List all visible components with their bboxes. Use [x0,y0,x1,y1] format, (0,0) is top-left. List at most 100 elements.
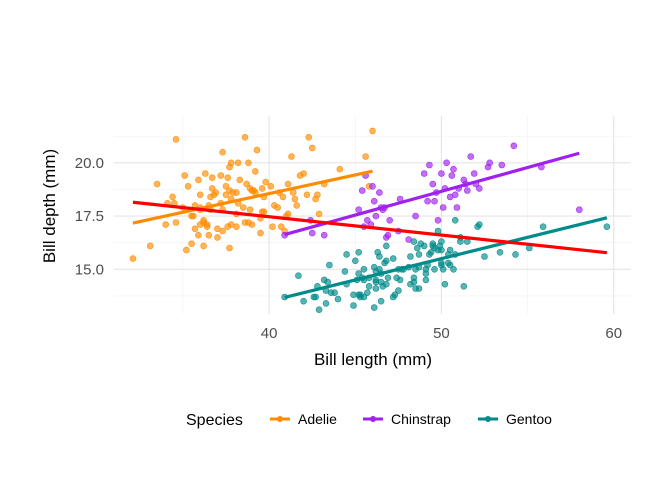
point-chinstrap [384,231,392,239]
point-adelie [205,231,213,239]
trend-line-adelie [132,169,373,225]
point-adelie [222,191,230,199]
legend-key-point-adelie [277,416,283,422]
point-gentoo [343,251,350,258]
point-adelie [308,144,316,152]
point-gentoo [446,246,454,254]
point-chinstrap [443,159,450,167]
point-gentoo [382,257,390,265]
point-adelie [183,246,190,254]
point-adelie [291,195,299,203]
point-gentoo [351,257,359,265]
point-gentoo [603,223,611,230]
point-gentoo [377,297,385,305]
point-chinstrap [429,180,437,188]
point-adelie [248,221,256,228]
point-adelie [153,180,161,188]
point-adelie [240,204,247,211]
point-gentoo [365,282,373,290]
point-adelie [224,174,231,181]
point-gentoo [431,265,438,273]
point-gentoo [439,265,447,273]
point-adelie [129,255,137,262]
point-adelie [227,159,235,167]
point-gentoo [410,274,418,282]
point-chinstrap [448,172,456,179]
point-chinstrap [431,197,438,205]
point-gentoo [350,302,357,309]
point-adelie [241,134,249,141]
point-adelie [196,191,204,199]
point-adelie [202,170,209,177]
point-adelie [252,168,259,175]
point-chinstrap [412,212,419,220]
point-adelie [274,204,282,211]
point-gentoo [363,289,371,297]
legend-label-gentoo: Gentoo [506,411,552,427]
x-tick-label: 40 [261,325,278,342]
point-adelie [208,185,216,192]
trend-line-gentoo [284,216,608,299]
point-chinstrap [434,217,442,224]
point-chinstrap [510,142,518,150]
point-adelie [262,178,270,186]
point-adelie [172,219,180,226]
point-gentoo [410,238,418,245]
point-chinstrap [355,206,363,213]
point-chinstrap [467,153,475,160]
point-gentoo [481,253,488,260]
y-axis-title: Bill depth (mm) [40,149,59,263]
point-gentoo [360,265,368,273]
point-adelie [315,210,323,218]
point-gentoo [382,280,390,288]
point-chinstrap [369,183,376,190]
point-adelie [169,193,176,201]
point-gentoo [441,280,449,288]
point-gentoo [295,272,302,280]
point-adelie [184,183,192,190]
point-adelie [233,189,240,196]
point-adelie [260,208,268,216]
point-chinstrap [386,217,394,224]
point-adelie [284,180,292,188]
point-adelie [314,191,321,199]
point-chinstrap [463,187,471,194]
point-gentoo [422,276,430,284]
point-gentoo [438,238,445,245]
point-gentoo [334,295,342,303]
point-adelie [300,170,307,177]
point-gentoo [427,249,435,256]
point-gentoo [372,285,380,292]
point-adelie [146,242,154,250]
y-tick-label: 20.0 [75,155,104,172]
point-gentoo [413,244,421,252]
point-gentoo [460,282,468,290]
point-adelie [289,189,297,196]
point-adelie [236,176,244,184]
point-gentoo [382,242,390,250]
point-adelie [305,134,313,141]
point-adelie [362,153,369,160]
point-gentoo [300,297,307,305]
point-gentoo [322,300,330,307]
point-gentoo [315,306,323,314]
point-adelie [203,221,211,228]
point-chinstrap [424,197,431,205]
point-gentoo [415,251,423,258]
point-chinstrap [470,170,478,177]
point-adelie [253,146,261,154]
point-adelie [181,172,188,179]
point-chinstrap [438,170,445,177]
point-adelie [214,234,221,241]
point-gentoo [326,261,333,269]
point-adelie [200,217,207,224]
point-adelie [279,193,287,201]
legend-title: Species [186,412,243,429]
point-gentoo [539,223,547,230]
point-adelie [219,227,226,235]
point-chinstrap [450,165,457,173]
point-adelie [369,127,376,135]
point-adelie [190,212,197,220]
x-tick-label: 60 [605,325,622,342]
